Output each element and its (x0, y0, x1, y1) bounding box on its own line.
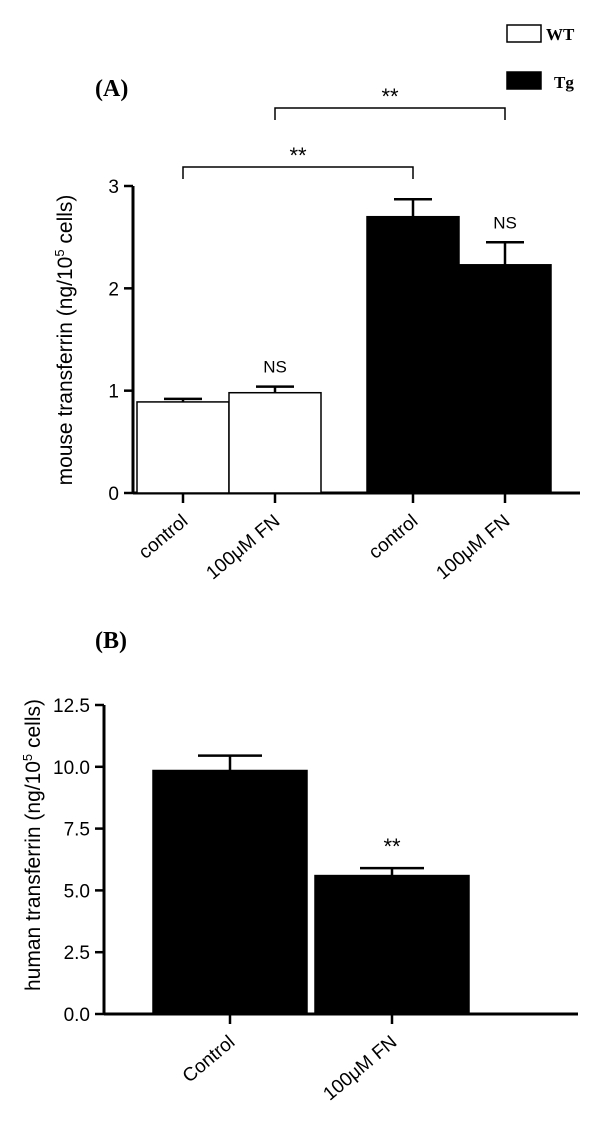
y-tick-label-b: 7.5 (64, 820, 90, 841)
y-axis-label-b-sup: 5 (20, 754, 35, 761)
significance-label-a-1: ** (289, 143, 307, 168)
x-tick-label-a-2: 100μM FN (202, 511, 284, 584)
significance-bracket-a-2 (274, 107, 506, 120)
y-tick-label-b: 5.0 (64, 881, 90, 902)
y-axis-label-a-tail: cells) (54, 195, 77, 250)
plot-area-b: 0.0 2.5 5.0 7.5 10.0 12.5 Control 100μM FN ** (53, 696, 578, 1105)
y-axis-label-b-main: human transferrin (ng/10 (22, 761, 45, 991)
significance-label-a-2: ** (381, 84, 399, 109)
y-axis-label-a-main: mouse transferrin (ng/10 (54, 257, 77, 486)
y-tick-label-b: 0.0 (64, 1005, 90, 1026)
bar-a-3 (366, 215, 460, 494)
bar-a-2 (228, 391, 322, 494)
y-tick-label-b: 12.5 (53, 696, 90, 717)
y-axis-label-a-sup: 5 (52, 249, 67, 256)
significance-bracket-a-1 (182, 166, 414, 179)
bar-b-2 (314, 874, 470, 1015)
x-tick-label-a-4: 100μM FN (432, 511, 514, 584)
legend-label-tg: Tg (554, 73, 574, 92)
panel-a: (A) mouse transferrin (ng/105 cells) 0 1 2… (52, 76, 580, 584)
legend-swatch-tg (506, 71, 542, 90)
y-tick-label-a: 3 (108, 177, 119, 198)
annotation-a-4: NS (493, 213, 517, 232)
annotation-b-2: ** (383, 834, 401, 859)
y-axis-label-b-tail: cells) (22, 699, 45, 754)
legend: WT Tg (506, 24, 575, 92)
y-tick-label-b: 10.0 (53, 758, 90, 779)
x-tick-label-b-2: 100μM FN (319, 1032, 401, 1105)
x-tick-label-b-1: Control (179, 1032, 239, 1087)
x-tick-label-a-3: control (365, 511, 422, 564)
y-tick-label-a: 2 (108, 279, 119, 300)
bar-a-4 (458, 264, 552, 494)
annotation-a-2: NS (263, 358, 287, 377)
y-axis-label-a: mouse transferrin (ng/105 cells) (52, 195, 77, 486)
panel-label-b: (B) (95, 628, 127, 654)
panel-label-a: (A) (95, 76, 128, 102)
legend-swatch-wt (506, 24, 542, 43)
panel-b: (B) human transferrin (ng/105 cells) 0.0… (20, 628, 578, 1105)
y-axis-label-b: human transferrin (ng/105 cells) (20, 699, 45, 991)
x-tick-label-a-1: control (135, 511, 192, 564)
y-tick-label-a: 0 (108, 484, 119, 505)
legend-label-wt: WT (546, 25, 575, 44)
y-tick-label-a: 1 (108, 382, 119, 403)
y-tick-label-b: 2.5 (64, 943, 90, 964)
bar-a-1 (136, 401, 230, 494)
bar-b-1 (152, 769, 308, 1015)
